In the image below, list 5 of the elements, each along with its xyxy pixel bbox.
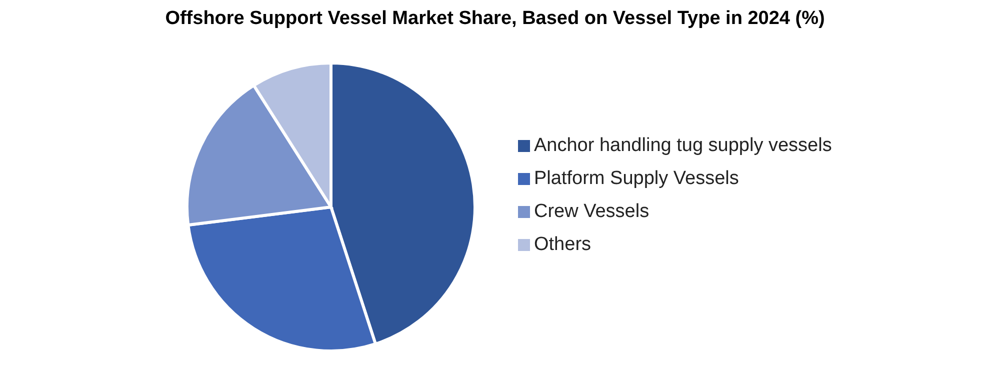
- chart-title: Offshore Support Vessel Market Share, Based on Vessel Type in 2024 (%): [164, 8, 826, 30]
- legend-label: Anchor handling tug supply vessels: [534, 135, 832, 156]
- legend-label: Platform Supply Vessels: [534, 168, 739, 189]
- legend-label: Others: [534, 234, 592, 255]
- legend-label: Crew Vessels: [534, 201, 650, 222]
